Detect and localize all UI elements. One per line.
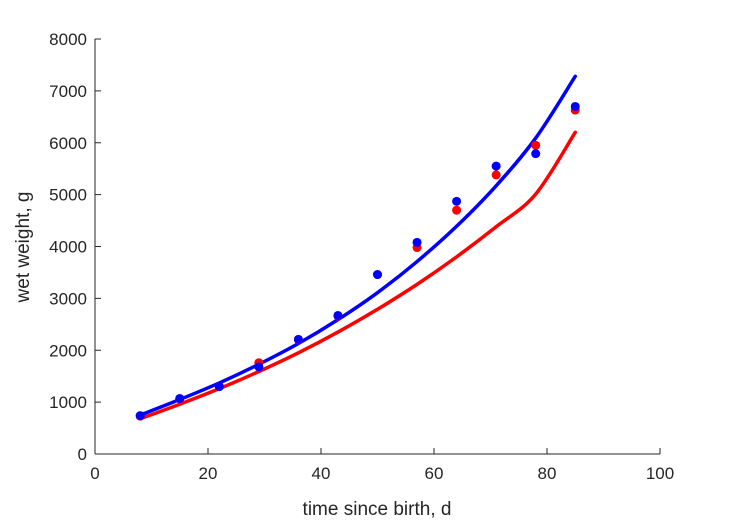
data-point-blue	[531, 149, 541, 159]
x-tick-label: 0	[90, 464, 99, 483]
data-point-blue	[333, 310, 343, 320]
x-tick-label: 100	[646, 464, 674, 483]
fit-curve-red	[138, 130, 577, 421]
y-tick-label: 5000	[49, 186, 87, 205]
data-point-blue	[175, 393, 185, 403]
data-point-blue	[373, 270, 382, 280]
x-tick-label: 40	[312, 464, 331, 483]
data-point-red	[531, 140, 541, 150]
y-tick-label: 2000	[49, 341, 87, 360]
points-layer	[135, 101, 580, 421]
y-tick-label: 0	[78, 445, 87, 464]
y-tick-label: 4000	[49, 238, 87, 257]
y-axis-label: wet weight, g	[13, 192, 34, 304]
data-point-blue	[293, 334, 303, 344]
data-point-red	[491, 170, 501, 180]
y-tick-label: 6000	[49, 134, 87, 153]
y-tick-label: 8000	[49, 30, 87, 49]
y-tick-label: 1000	[49, 393, 87, 412]
data-point-blue	[491, 161, 501, 171]
x-tick-label: 80	[538, 464, 557, 483]
data-point-red	[452, 205, 462, 215]
axes-layer: 0 20 40 60 80 1000100020003000400050006000700…	[49, 30, 674, 483]
x-tick-label: 60	[425, 464, 444, 483]
data-point-blue	[452, 196, 462, 206]
curves-layer	[138, 74, 577, 421]
fit-curve-blue	[138, 74, 577, 417]
data-point-blue	[412, 237, 422, 247]
data-point-blue	[254, 362, 264, 372]
y-tick-label: 7000	[49, 82, 87, 101]
data-point-blue	[570, 101, 580, 111]
y-tick-label: 3000	[49, 289, 87, 308]
data-point-blue	[214, 382, 224, 392]
data-point-blue	[135, 411, 145, 421]
x-tick-label: 20	[199, 464, 218, 483]
x-axis-label: time since birth, d	[303, 499, 452, 520]
